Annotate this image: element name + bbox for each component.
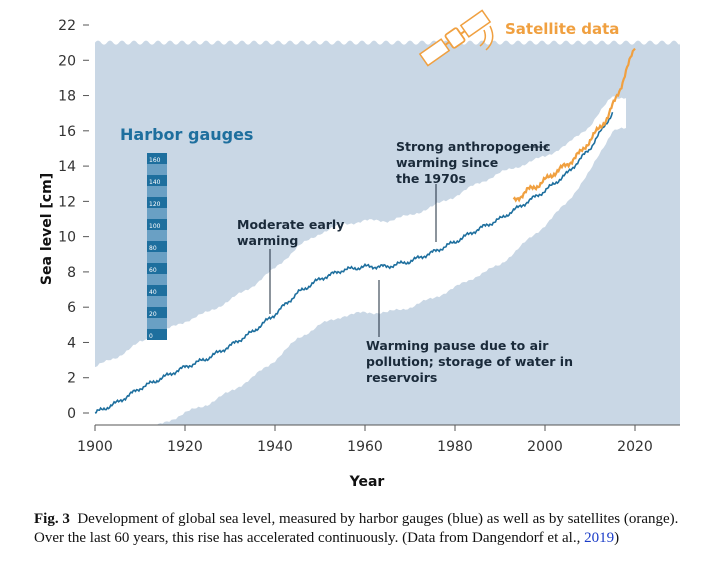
gauge-tick-label: 160 <box>149 157 161 164</box>
annotation-text: Strong anthropogenic <box>396 139 550 154</box>
series-line <box>512 47 636 203</box>
y-tick-label: 4 <box>67 335 76 351</box>
x-tick-label: 1980 <box>437 439 473 455</box>
gauge-segment <box>147 241 167 252</box>
y-tick-label: 0 <box>67 406 76 422</box>
caption-text: Development of global sea level, measure… <box>34 511 679 546</box>
series-lines <box>94 46 636 414</box>
satellite-panel-left <box>418 38 451 67</box>
annotation-text: Warming pause due to air <box>366 338 549 353</box>
gauge-segment <box>147 263 167 274</box>
caption-label: Fig. 3 <box>34 511 70 527</box>
gauge-icon: 160 140 120 100 80 60 40 20 0 <box>147 153 167 340</box>
gauge-tick-label: 60 <box>149 267 157 274</box>
y-tick-label: 20 <box>58 53 76 69</box>
figure-caption: Fig. 3 Development of global sea level, … <box>34 510 684 548</box>
uncertainty-band <box>95 96 626 459</box>
satellite-body <box>418 9 492 67</box>
gauge-segment <box>147 153 167 164</box>
gauge-segment <box>147 197 167 208</box>
y-axis-title: Sea level [cm] <box>39 173 55 285</box>
legend: Harbor gauges Satellite data <box>120 20 619 144</box>
y-tick-label: 12 <box>58 194 76 210</box>
legend-satellite-data: Satellite data <box>505 20 619 38</box>
x-tick-label: 2020 <box>617 439 653 455</box>
y-tick-label: 22 <box>58 18 76 34</box>
caption-link[interactable]: 2019 <box>584 530 615 546</box>
x-tick-label: 1920 <box>167 439 203 455</box>
y-tick-label: 14 <box>58 159 76 175</box>
x-tick-label: 1940 <box>257 439 293 455</box>
x-tick-label: 1900 <box>77 439 113 455</box>
annotation-text: warming since <box>396 155 498 170</box>
gauge-segment <box>147 285 167 296</box>
annotation-text: Moderate early <box>237 217 344 232</box>
annotation-text: reservoirs <box>366 370 437 385</box>
satellite-core <box>444 27 466 49</box>
y-tick-label: 10 <box>58 230 76 246</box>
satellite-signal <box>485 25 494 51</box>
y-tick-label: 2 <box>67 371 76 387</box>
annotation-text: pollution; storage of water in <box>366 354 573 369</box>
series-line <box>94 111 614 414</box>
y-tick-label: 16 <box>58 124 76 140</box>
satellite-panel-right <box>459 9 492 38</box>
satellite-signal <box>479 29 487 47</box>
gauge-segment <box>147 219 167 230</box>
gauge-tick-label: 0 <box>149 333 153 340</box>
x-tick-label: 2000 <box>527 439 563 455</box>
gauge-tick-label: 40 <box>149 289 157 296</box>
y-tick-label: 8 <box>67 265 76 281</box>
axes: 1900 1920 1940 1960 1980 2000 2020024681012141… <box>39 18 680 490</box>
gauge-segment <box>147 175 167 186</box>
y-tick-label: 6 <box>67 300 76 316</box>
y-tick-label: 18 <box>58 89 76 105</box>
gauge-tick-label: 120 <box>149 201 161 208</box>
satellite-icon <box>418 9 494 67</box>
gauge-segment <box>147 307 167 318</box>
gauge-tick-label: 100 <box>149 223 161 230</box>
annotation-text: the 1970s <box>396 171 466 186</box>
gauge-tick-label: 20 <box>149 311 157 318</box>
x-axis-title: Year <box>349 474 385 490</box>
gauge-segment <box>147 329 167 340</box>
annotation-text: warming <box>237 233 298 248</box>
caption-tail: ) <box>614 530 620 546</box>
gauge-tick-label: 140 <box>149 179 161 186</box>
gauge-tick-label: 80 <box>149 245 157 252</box>
x-tick-label: 1960 <box>347 439 383 455</box>
gauge-band <box>95 96 626 459</box>
legend-harbor-gauges: Harbor gauges <box>120 125 253 144</box>
